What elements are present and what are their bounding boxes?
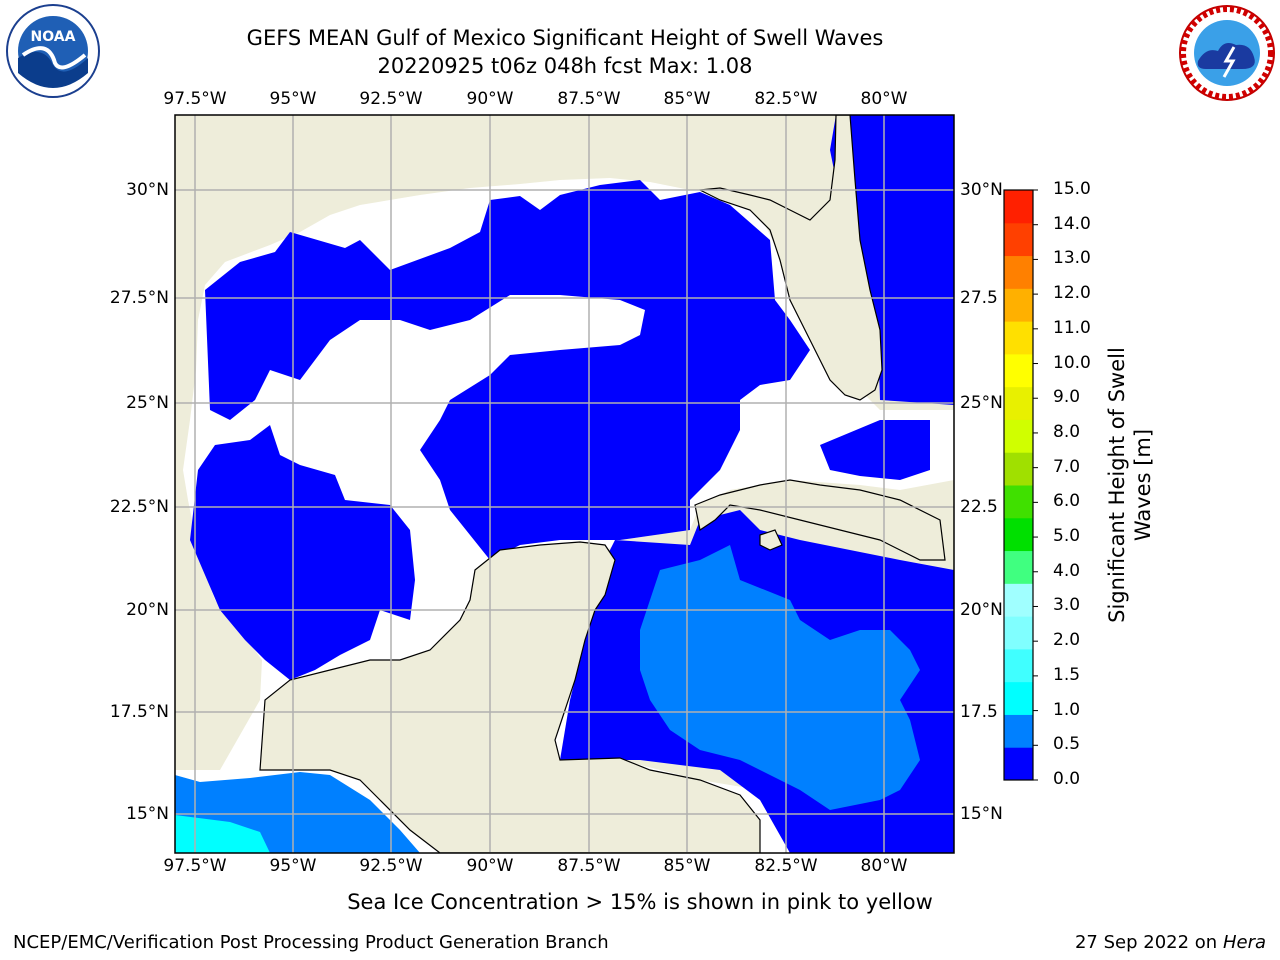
colorbar-tick-label: 13.0 [1053, 248, 1091, 269]
colorbar-tick-label: 14.0 [1053, 213, 1091, 234]
colorbar-swatch [1004, 747, 1033, 781]
lat-label-right: 17.5 [960, 702, 998, 722]
colorbar-swatch [1004, 681, 1033, 715]
colorbar-swatch [1004, 517, 1033, 552]
lon-label-top: 87.5°W [557, 89, 621, 109]
colorbar-tick-label: 2.0 [1053, 630, 1081, 651]
lat-label-right: 30°N [960, 180, 1003, 200]
lon-label-bottom: 82.5°W [754, 856, 818, 876]
lat-label-left: 20°N [126, 600, 169, 620]
lat-label-right: 20°N [960, 600, 1003, 620]
chart-subtitle: 20220925 t06z 048h fcst Max: 1.08 [377, 54, 753, 78]
colorbar-swatch [1004, 222, 1033, 257]
credit-left: NCEP/EMC/Verification Post Processing Pr… [13, 932, 609, 953]
colorbar-tick-label: 11.0 [1053, 317, 1091, 338]
lon-label-top: 80°W [860, 89, 908, 109]
colorbar-tick-label: 3.0 [1053, 595, 1081, 616]
swell-region [190, 425, 415, 680]
lat-label-right: 22.5 [960, 497, 998, 517]
colorbar-swatch [1004, 583, 1033, 617]
colorbar-swatch [1004, 616, 1033, 650]
lon-label-bottom: 80°W [860, 856, 908, 876]
colorbar-tick-label: 7.0 [1053, 456, 1081, 477]
colorbar-swatch [1004, 353, 1033, 388]
colorbar-frame [1003, 189, 1034, 781]
colorbar-swatch [1004, 714, 1033, 748]
colorbar-tick-label: 1.5 [1053, 664, 1081, 685]
lon-label-top: 92.5°W [359, 89, 423, 109]
colorbar-swatch [1004, 288, 1033, 322]
lat-label-left: 22.5°N [109, 497, 169, 517]
graticule [175, 115, 954, 853]
lon-label-bottom: 95°W [269, 856, 317, 876]
lon-label-top: 85°W [663, 89, 711, 109]
florida [697, 115, 883, 401]
colorbar-tick-label: 12.0 [1053, 283, 1091, 304]
colorbar-tick-label: 4.0 [1053, 560, 1081, 581]
colorbar-swatch [1004, 321, 1033, 355]
colorbar-swatch [1004, 452, 1033, 486]
lon-label-top: 97.5°W [163, 89, 227, 109]
lon-label-bottom: 92.5°W [359, 856, 423, 876]
lon-label-top: 90°W [466, 89, 514, 109]
colorbar-swatch [1004, 419, 1033, 453]
lon-label-bottom: 87.5°W [557, 856, 621, 876]
credit-host: Hera [1222, 932, 1266, 953]
map-frame [174, 114, 955, 854]
colorbar-swatch [1004, 386, 1033, 420]
colorbar-swatch [1004, 190, 1033, 224]
colorbar-tick-label: 6.0 [1053, 491, 1081, 512]
lon-label-bottom: 90°W [466, 856, 514, 876]
colorbar-tick-label: 1.0 [1053, 699, 1081, 720]
lat-label-left: 25°N [126, 393, 169, 413]
colorbar-tick-label: 0.0 [1053, 769, 1081, 789]
yucatan [259, 541, 761, 853]
swell-region-mid [640, 545, 920, 810]
colorbar-tick-label: 5.0 [1053, 526, 1081, 547]
lat-label-left: 15°N [126, 804, 169, 824]
sea-ice-note: Sea Ice Concentration > 15% is shown in … [347, 890, 933, 914]
lat-label-left: 30°N [126, 180, 169, 200]
nws-logo [1179, 5, 1275, 101]
atlantic-water [830, 115, 954, 405]
lat-label-right: 27.5 [960, 288, 998, 308]
colorbar-tick-label: 0.5 [1053, 734, 1081, 755]
colorbar-tick-label: 9.0 [1053, 387, 1081, 408]
lat-label-left: 17.5°N [109, 702, 169, 722]
colorbar-swatch [1004, 255, 1033, 289]
colorbar-swatch [1004, 550, 1033, 584]
noaa-logo: NOAA [6, 4, 100, 98]
colorbar-tick-label: 15.0 [1053, 179, 1091, 199]
credit-right: 27 Sep 2022 on Hera [1075, 932, 1266, 953]
swell-region [205, 180, 810, 560]
colorbar-swatch [1004, 485, 1033, 519]
colorbar-tick-label: 8.0 [1053, 421, 1081, 442]
pacific-water-high [175, 815, 270, 853]
lon-label-top: 82.5°W [754, 89, 818, 109]
noaa-logo-text: NOAA [31, 29, 76, 45]
lat-label-right: 25°N [960, 393, 1003, 413]
lat-label-left: 27.5°N [109, 288, 169, 308]
lon-label-bottom: 97.5°W [163, 856, 227, 876]
colorbar [1003, 189, 1038, 781]
lon-label-top: 95°W [269, 89, 317, 109]
credit-date: 27 Sep 2022 on [1074, 932, 1218, 953]
chart-title: GEFS MEAN Gulf of Mexico Significant Hei… [246, 26, 884, 50]
colorbar-title: Significant Height of Swell Waves [m] [1105, 347, 1155, 623]
lat-label-right: 15°N [960, 804, 1003, 824]
colorbar-swatch [1004, 648, 1033, 683]
colorbar-tick-label: 10.0 [1053, 352, 1091, 373]
lon-label-bottom: 85°W [663, 856, 711, 876]
swell-region [820, 420, 930, 480]
